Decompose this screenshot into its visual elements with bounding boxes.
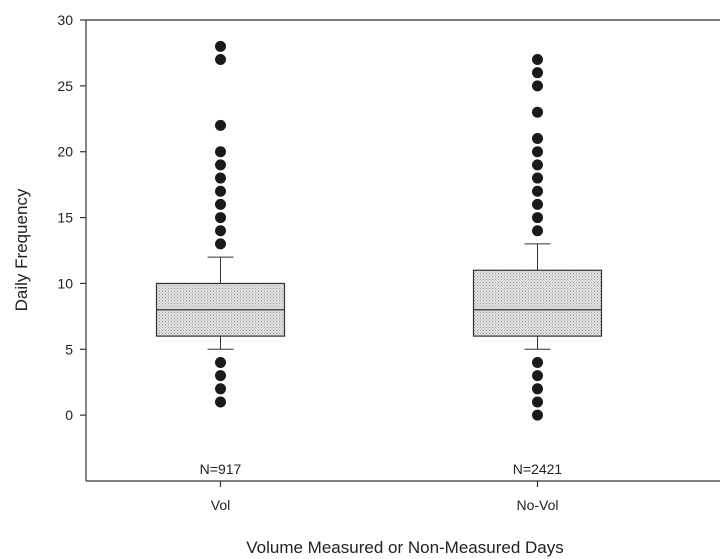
y-axis-ticks: 0 5 10 15 20 25 30 [57,12,86,423]
x-tick-label-vol: Vol [211,497,230,513]
outlier-point [215,54,226,66]
outlier-point [215,356,226,368]
outlier-point [215,172,226,184]
outlier-point [532,225,543,237]
y-tick-label-15: 15 [57,210,73,226]
outlier-point [532,67,543,79]
outlier-point [215,396,226,408]
outlier-point [215,370,226,382]
x-tick-label-no-vol: No-Vol [516,497,558,513]
y-tick-label-25: 25 [57,78,73,94]
outlier-point [215,40,226,52]
x-axis-ticks: Vol No-Vol [211,481,559,513]
outlier-point [532,383,543,395]
y-tick-label-30: 30 [57,12,73,28]
outlier-point [215,119,226,131]
outlier-point [215,159,226,171]
outlier-point [532,133,543,145]
outlier-point [532,356,543,368]
outlier-point [532,54,543,66]
outlier-point [532,409,543,421]
outlier-point [532,212,543,224]
n-label-vol: N=917 [200,461,242,477]
outlier-point [532,370,543,382]
outlier-point [215,383,226,395]
outlier-point [532,106,543,118]
outlier-point [532,159,543,171]
outlier-point [215,225,226,237]
outlier-point [215,238,226,250]
box-group-no-vol: N=2421 [472,54,603,477]
outlier-point [532,146,543,158]
outlier-point [532,172,543,184]
box-group-vol: N=917 [155,40,286,477]
outlier-point [532,198,543,210]
outlier-point [215,146,226,158]
y-axis-title: Daily Frequency [12,188,31,311]
outlier-point [215,198,226,210]
x-axis-title: Volume Measured or Non-Measured Days [246,538,563,557]
outlier-point [532,80,543,92]
outlier-point [532,396,543,408]
y-tick-label-20: 20 [57,144,73,160]
y-tick-label-0: 0 [65,407,73,423]
y-tick-label-10: 10 [57,275,73,291]
outlier-point [532,185,543,197]
iqr-box [472,269,603,337]
n-label-no-vol: N=2421 [513,461,563,477]
plot-frame [85,19,720,482]
outlier-point [215,212,226,224]
box-groups: N=917 N=2421 [155,40,603,477]
y-tick-label-5: 5 [65,341,73,357]
outlier-point [215,185,226,197]
